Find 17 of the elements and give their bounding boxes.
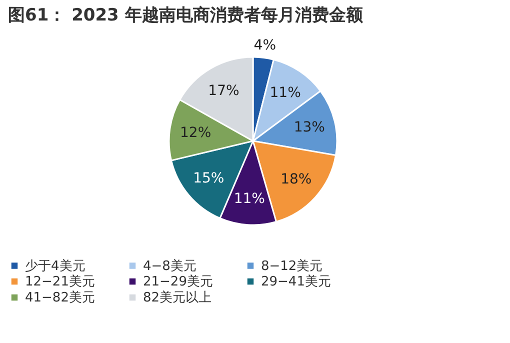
legend-label: 41−82美元 [25,290,95,306]
data-label: 11% [234,190,265,207]
data-label: 4% [254,38,276,54]
legend-label: 少于4美元 [25,258,86,274]
data-label: 18% [280,172,312,188]
data-label: 11% [270,84,301,101]
chart-title: 图61： 2023 年越南电商消费者每月消费金额 [8,6,364,26]
legend-label: 4−8美元 [143,258,196,274]
legend-label: 21−29美元 [143,274,213,290]
data-label: 15% [193,170,224,186]
data-label: 17% [208,82,240,99]
legend-label: 8−12美元 [261,258,323,274]
data-label: 13% [294,120,325,136]
legend-label: 29−41美元 [261,274,331,290]
legend-label: 12−21美元 [25,274,95,290]
legend-label: 82美元以上 [143,290,212,306]
data-label: 12% [180,124,212,141]
